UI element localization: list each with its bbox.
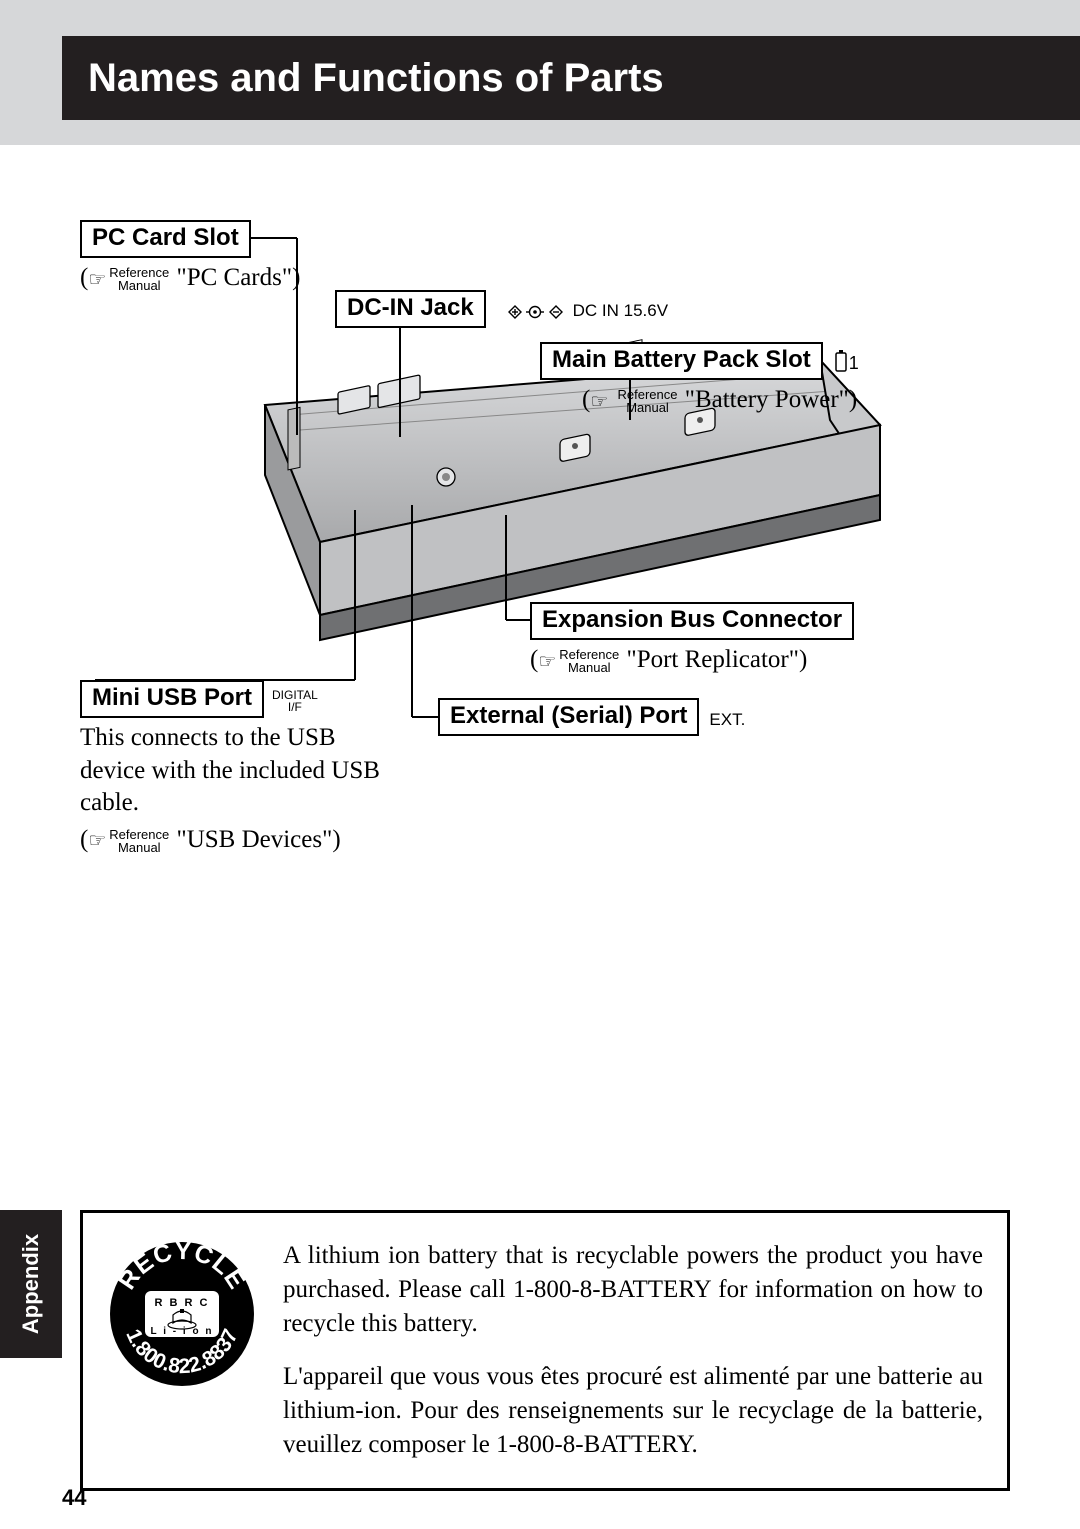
battery-notice-text: A lithium ion battery that is recyclable… xyxy=(283,1239,983,1462)
mini-usb-sublabel: DIGITAL I/F xyxy=(272,689,318,713)
ref-pc-cards: (☞ReferenceManual "PC Cards") xyxy=(80,264,300,292)
battery-notice-en: A lithium ion battery that is recyclable… xyxy=(283,1239,983,1340)
page-number: 44 xyxy=(62,1485,86,1511)
callout-battery-slot: Main Battery Pack Slot 1 (☞ ReferenceMan… xyxy=(540,342,859,414)
ref-port-replicator: (☞ReferenceManual "Port Replicator") xyxy=(530,646,854,674)
battery-notice-fr: L'appareil que vous vous êtes procuré es… xyxy=(283,1360,983,1461)
dc-in-symbols: DC IN 15.6V xyxy=(508,301,668,320)
label-main-battery-pack-slot: Main Battery Pack Slot xyxy=(540,342,823,380)
pointer-icon: ☞ xyxy=(88,828,106,853)
page-title: Names and Functions of Parts xyxy=(88,56,664,101)
callout-pc-card: PC Card Slot (☞ReferenceManual "PC Cards… xyxy=(80,220,300,292)
callout-dc-in: DC-IN Jack DC IN 15.6V xyxy=(335,290,668,328)
callout-mini-usb: Mini USB Port DIGITAL I/F This connects … xyxy=(80,680,400,854)
svg-text:R B R C: R B R C xyxy=(155,1297,210,1309)
svg-text:L i - i o n: L i - i o n xyxy=(151,1326,214,1337)
battery-icon xyxy=(833,349,849,378)
ref-battery-power: (☞ ReferenceManual "Battery Power") xyxy=(540,386,859,414)
svg-text:™: ™ xyxy=(219,1320,226,1327)
pointer-icon: ☞ xyxy=(590,389,608,414)
mini-usb-description: This connects to the USB device with the… xyxy=(80,722,400,820)
diagram-area: PC Card Slot (☞ReferenceManual "PC Cards… xyxy=(90,220,960,1120)
callout-expansion-bus: Expansion Bus Connector (☞ReferenceManua… xyxy=(530,602,854,674)
label-pc-card-slot: PC Card Slot xyxy=(80,220,251,258)
ref-usb-devices: (☞ReferenceManual "USB Devices") xyxy=(80,826,400,854)
pointer-icon: ☞ xyxy=(538,649,556,674)
label-external-serial-port: External (Serial) Port xyxy=(438,698,699,736)
pointer-icon: ☞ xyxy=(88,267,106,292)
recycle-badge-icon: RECYCLE 1.800.822.8837 R B R C L i - i o… xyxy=(107,1239,257,1389)
battery-recycling-notice: RECYCLE 1.800.822.8837 R B R C L i - i o… xyxy=(80,1210,1010,1491)
title-bar: Names and Functions of Parts xyxy=(62,36,1080,120)
appendix-tab: Appendix xyxy=(0,1210,62,1358)
callout-serial-port: External (Serial) Port EXT. xyxy=(438,698,745,736)
label-mini-usb-port: Mini USB Port xyxy=(80,680,264,718)
label-dc-in-jack: DC-IN Jack xyxy=(335,290,486,328)
label-expansion-bus-connector: Expansion Bus Connector xyxy=(530,602,854,640)
